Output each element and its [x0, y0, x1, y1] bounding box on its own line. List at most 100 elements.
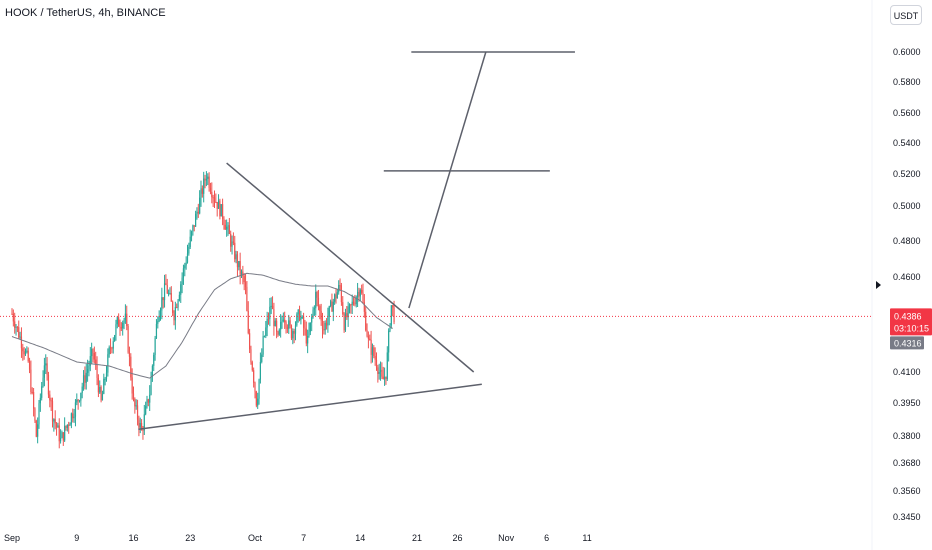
candle [107, 348, 109, 377]
candle-body [73, 416, 75, 419]
candle-body [116, 317, 118, 325]
candle [207, 173, 209, 186]
symbol-title: HOOK / TetherUS, 4h, BINANCE [5, 7, 166, 19]
candle [20, 327, 23, 358]
candle [81, 382, 83, 399]
candle [232, 232, 234, 246]
candle [263, 335, 266, 338]
candle-body [84, 375, 86, 383]
candle-body [335, 294, 337, 299]
candle-body [18, 327, 20, 338]
candle-body [11, 313, 13, 315]
candle [58, 418, 60, 449]
candle-body [92, 348, 94, 353]
candle [176, 303, 178, 309]
candle-body [114, 335, 116, 342]
candle [227, 222, 229, 236]
moving-average-line [11, 272, 393, 379]
candle-body [201, 188, 203, 194]
candle [336, 289, 338, 299]
candle [325, 318, 328, 330]
candle [327, 307, 329, 333]
candle-body [118, 317, 120, 327]
candle [320, 303, 322, 326]
candle [51, 397, 54, 428]
candle [361, 284, 363, 295]
candle [73, 409, 75, 423]
candle-body [103, 378, 105, 394]
candle-body [292, 331, 294, 339]
candle [119, 319, 121, 336]
candle-body [238, 261, 240, 268]
candle [130, 353, 132, 381]
x-tick-label: 16 [128, 533, 138, 543]
candle [111, 346, 113, 354]
candle [216, 201, 218, 217]
candle [127, 323, 129, 354]
candle-body [95, 359, 97, 365]
candle-body [392, 305, 394, 308]
candle [324, 320, 326, 335]
candle [304, 319, 306, 336]
candle-body [309, 322, 311, 332]
candle [261, 348, 263, 364]
candle-body [197, 211, 199, 214]
ma-value-badge: 0.4316 [890, 336, 924, 350]
candle [66, 424, 68, 432]
candle [319, 304, 321, 320]
candle-body [301, 316, 303, 318]
candle-body [388, 330, 390, 353]
candle [316, 290, 318, 307]
candle-body [60, 438, 62, 442]
y-tick-label: 0.6000 [893, 47, 921, 57]
candles-layer [11, 171, 395, 449]
candle-body [166, 284, 168, 294]
candle [146, 395, 148, 409]
candle-body [123, 320, 125, 323]
candle [103, 373, 105, 395]
candle [180, 281, 182, 303]
candle-body [15, 326, 17, 328]
candle [371, 343, 374, 363]
candle [177, 298, 179, 311]
candle [54, 410, 56, 430]
candle-body [101, 393, 104, 401]
candle-body [211, 191, 213, 198]
candle-body [42, 377, 44, 387]
price-badges: 0.4386 03:10:15 0.4316 [890, 308, 932, 350]
candle-body [193, 225, 195, 227]
candle [388, 328, 390, 362]
candle [15, 324, 17, 336]
candle [348, 303, 351, 314]
candle [84, 366, 86, 390]
candle [23, 347, 25, 360]
candle [273, 302, 275, 336]
candle [339, 278, 341, 291]
currency-button[interactable]: USDT [890, 5, 922, 25]
candle [190, 230, 193, 242]
candle-body [93, 352, 95, 360]
triangle-upper-line [226, 162, 475, 373]
x-tick-label: 6 [544, 533, 549, 543]
candle [281, 315, 283, 329]
candle-body [294, 325, 297, 334]
projection-line [408, 51, 487, 309]
candle-body [39, 397, 41, 404]
candle-body [363, 302, 365, 312]
candle-body [342, 302, 344, 315]
candle [271, 296, 274, 310]
candle-body [267, 318, 270, 320]
ma-value: 0.4316 [894, 338, 922, 348]
candle-body [305, 328, 307, 344]
candle [185, 256, 187, 270]
candle [57, 422, 59, 428]
candle [224, 219, 226, 230]
candle [369, 334, 371, 341]
candle [60, 429, 62, 444]
candle-body [339, 285, 341, 287]
candle [366, 323, 368, 338]
candle-body [162, 297, 164, 301]
candle-body [312, 309, 314, 318]
